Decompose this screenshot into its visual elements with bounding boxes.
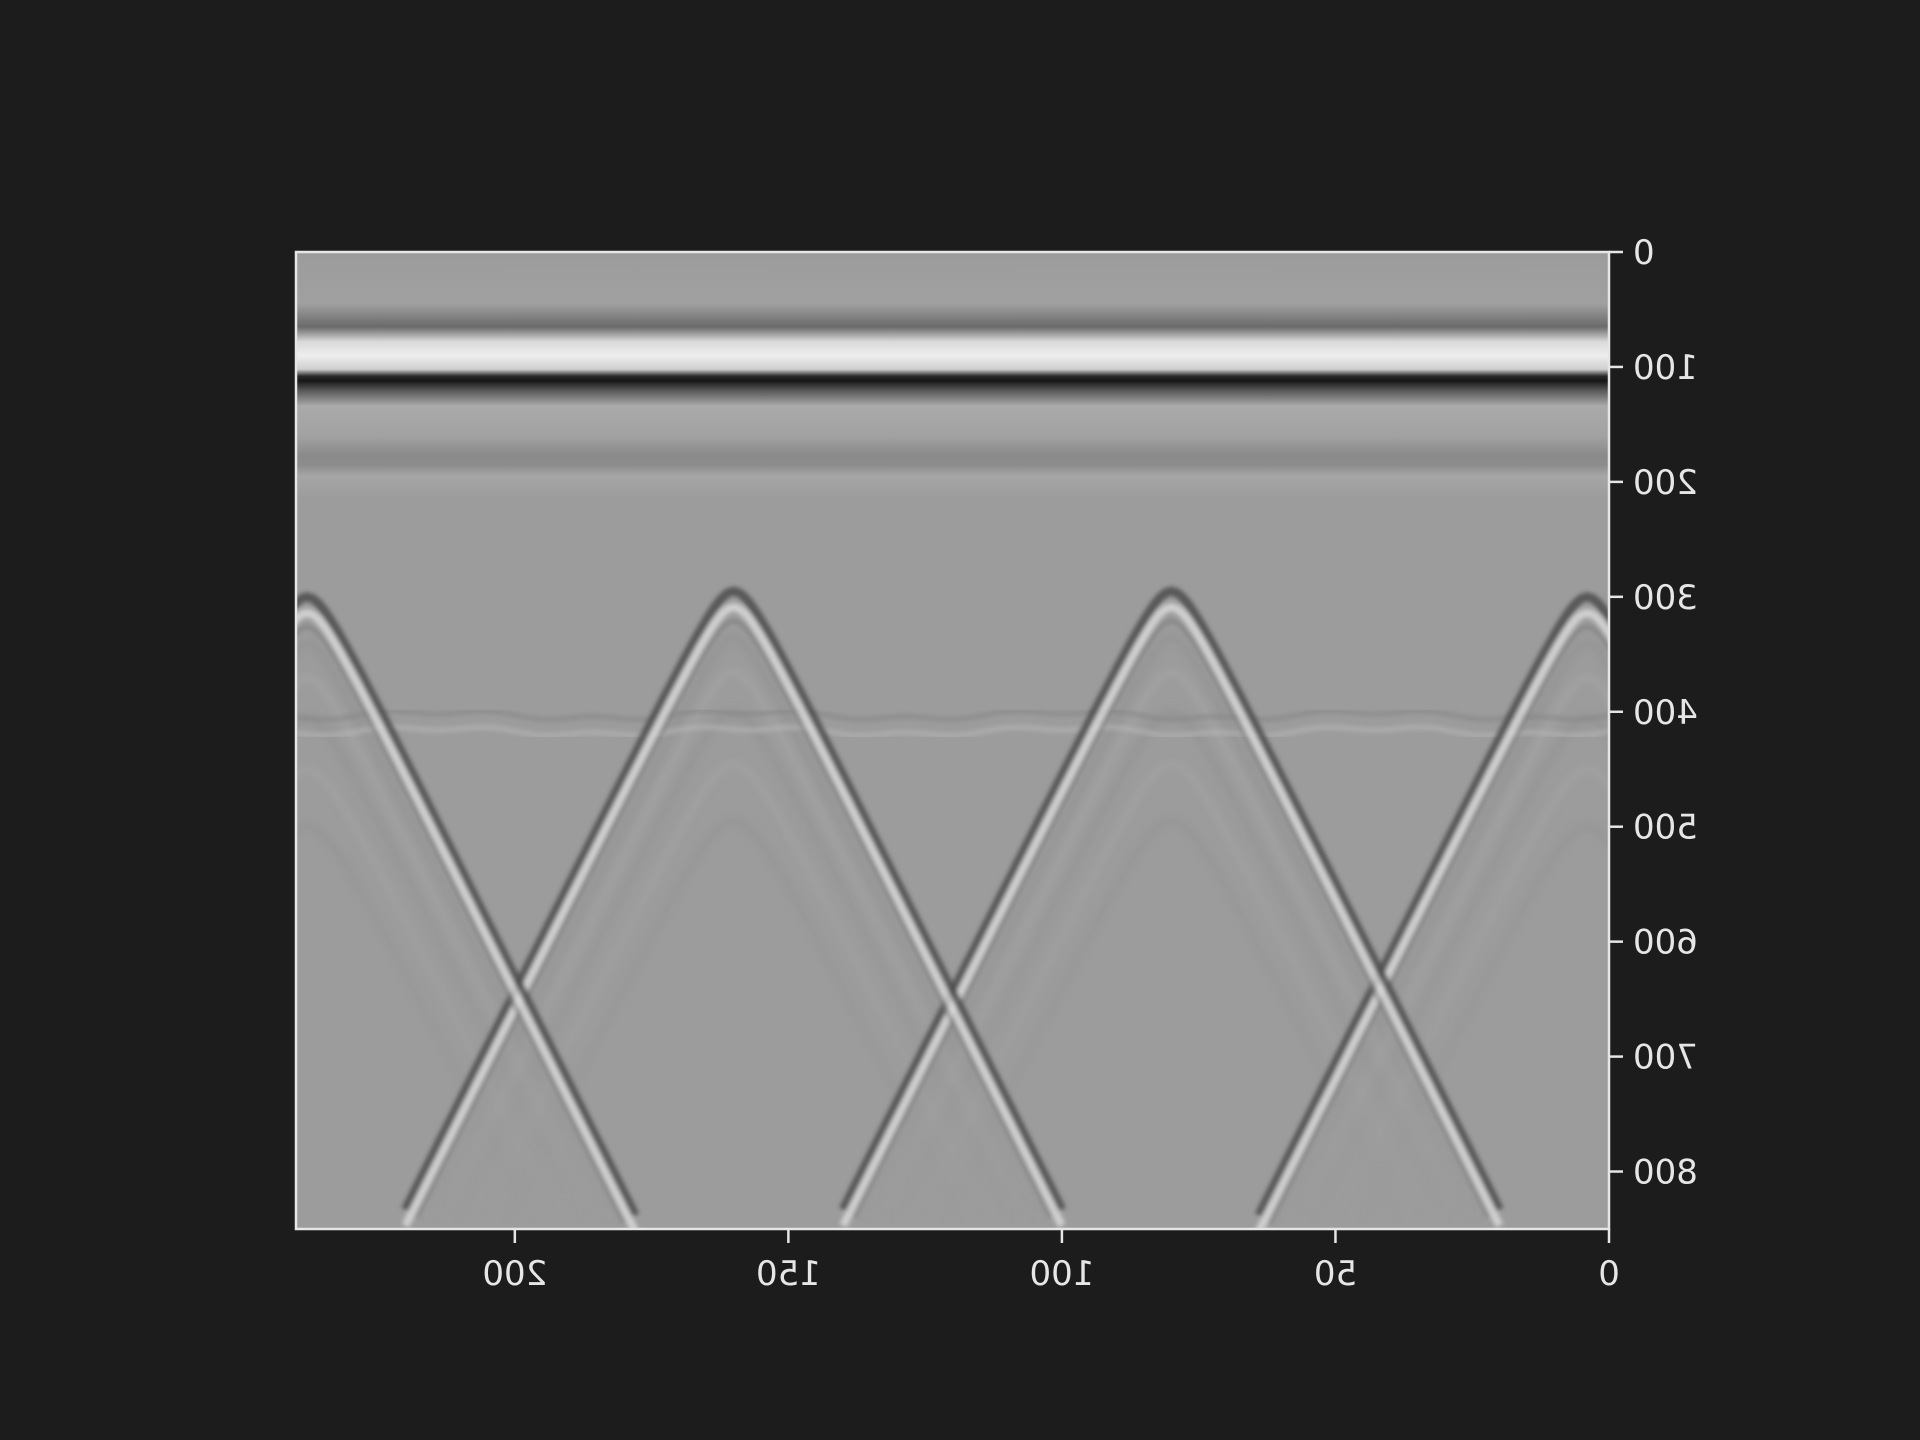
heatmap-image bbox=[296, 252, 1609, 1229]
y-tick-label: 300 bbox=[1633, 578, 1698, 618]
y-tick-label: 100 bbox=[1633, 348, 1698, 388]
y-axis: 0 100 200 300 400 500 600 700 800 bbox=[1609, 233, 1698, 1193]
y-tick-label: 0 bbox=[1633, 233, 1655, 273]
x-tick-label: 150 bbox=[756, 1254, 821, 1294]
secondary-reflector bbox=[296, 708, 1609, 739]
plot-frame bbox=[294, 250, 1611, 1231]
x-tick-label: 0 bbox=[1598, 1254, 1620, 1294]
y-tick-label: 500 bbox=[1633, 808, 1698, 848]
y-tick-label: 700 bbox=[1633, 1038, 1698, 1078]
y-tick-label: 400 bbox=[1633, 693, 1698, 733]
y-tick-label: 600 bbox=[1633, 923, 1698, 963]
x-tick-label: 200 bbox=[482, 1254, 547, 1294]
hyperbola-4 bbox=[296, 592, 640, 1229]
y-tick-label: 200 bbox=[1633, 463, 1698, 503]
hyperbola-reflections bbox=[296, 586, 1609, 1229]
x-axis: 0 50 100 150 200 bbox=[482, 1229, 1620, 1294]
y-tick-label: 800 bbox=[1633, 1153, 1698, 1193]
x-tick-label: 50 bbox=[1314, 1254, 1357, 1294]
horizontal-reflection-bands bbox=[296, 252, 1609, 1229]
x-tick-label: 100 bbox=[1029, 1254, 1094, 1294]
hyperbola-1 bbox=[1254, 592, 1609, 1229]
hyperbola-echo-2 bbox=[857, 634, 1486, 1229]
